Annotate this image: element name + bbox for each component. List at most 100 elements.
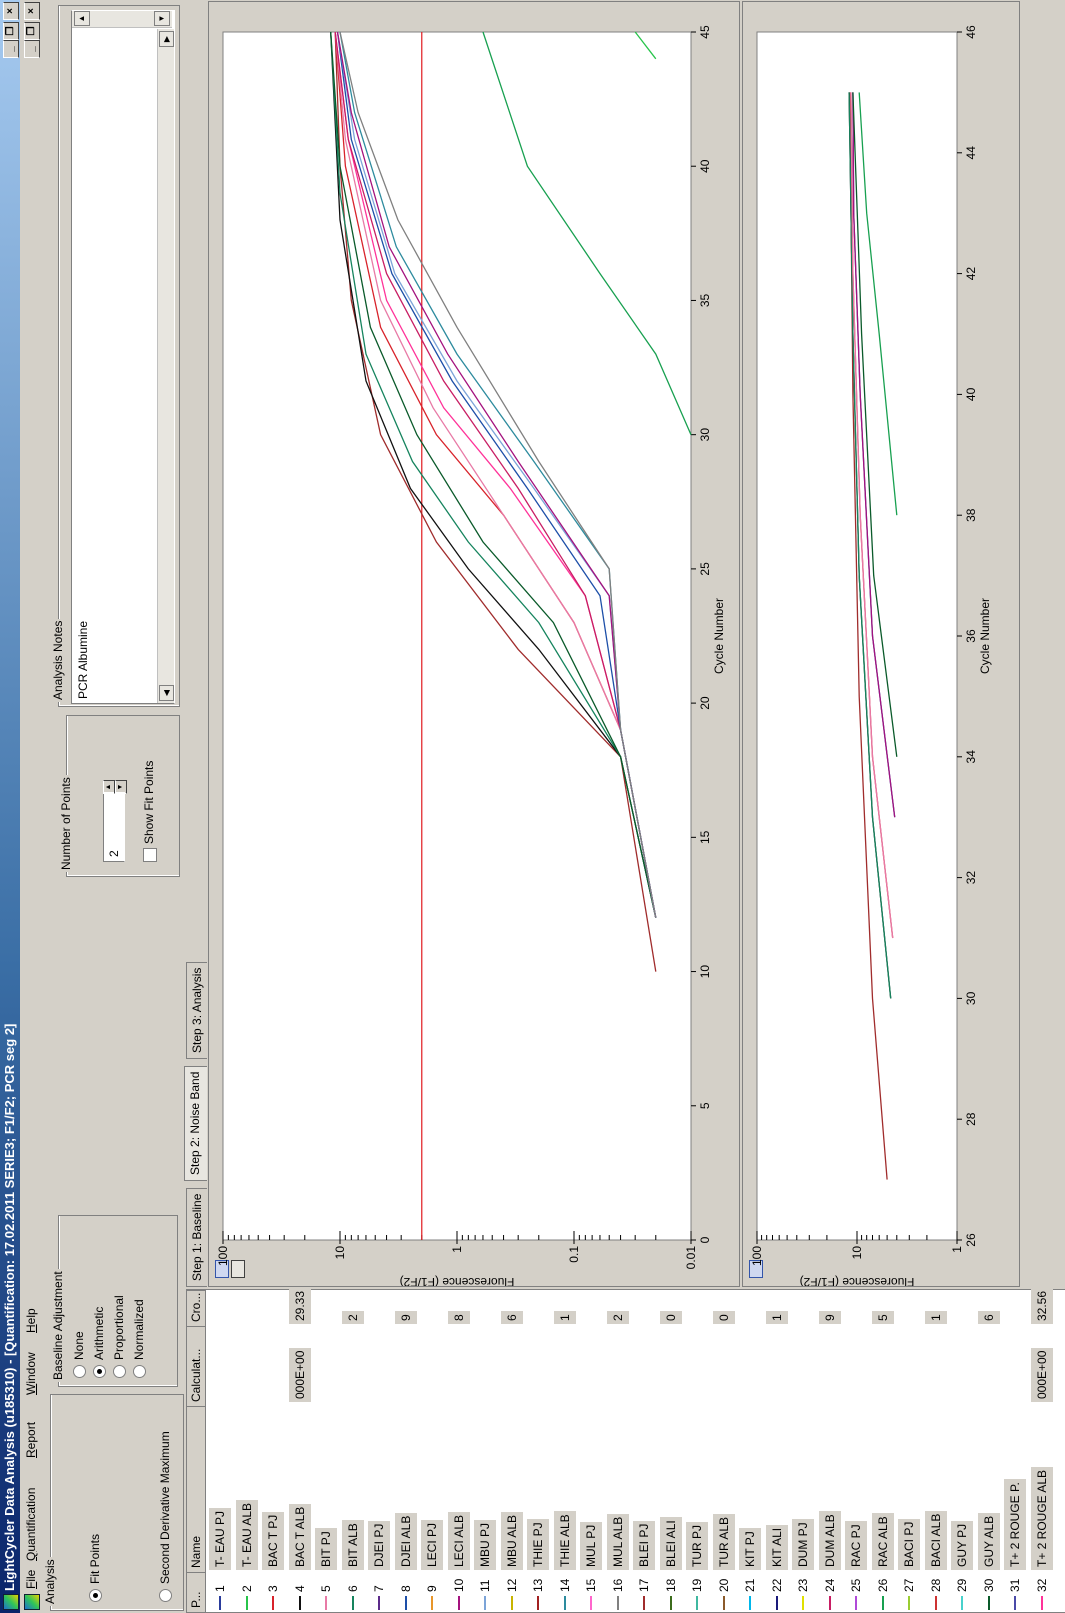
column-header-position[interactable]: P... (187, 1572, 205, 1612)
table-row[interactable]: 11 MBU PJ (474, 1296, 496, 1612)
table-row[interactable]: 23 DUM PJ (792, 1296, 814, 1612)
x-tick-label: 30 (964, 991, 978, 1005)
row-name: BLEI ALI (659, 1517, 682, 1570)
table-row[interactable]: 8 DJEI ALB 9 (394, 1296, 417, 1612)
table-row[interactable]: 18 BLEI ALI 0 (659, 1296, 682, 1612)
row-position: 11 (478, 1579, 492, 1592)
tab-noise-band[interactable]: Step 2: Noise Band (184, 1065, 207, 1181)
child-close-button[interactable]: × (24, 2, 40, 20)
analysis-notes-text: PCR Albumine (76, 620, 90, 699)
baseline-proportional-radio[interactable] (113, 1365, 126, 1378)
table-row[interactable]: 7 DJEI PJ (368, 1296, 390, 1612)
row-color-swatch (987, 1596, 990, 1610)
table-row[interactable]: 19 TUR PJ (686, 1296, 708, 1612)
row-name: BLEI PJ (633, 1520, 655, 1570)
y-tick-label: 0.1 (567, 1246, 581, 1263)
table-row[interactable]: 25 RAC PJ (845, 1296, 867, 1612)
row-color-swatch (1040, 1596, 1043, 1610)
table-row[interactable]: 30 GUY ALB 6 (977, 1296, 1000, 1612)
baseline-label: Baseline Adjustment (51, 1269, 65, 1382)
column-header-calculated[interactable]: Calculat... (187, 1326, 205, 1406)
menu-file[interactable]: File (24, 1569, 38, 1589)
table-row[interactable]: 3 BAC T PJ (262, 1296, 284, 1612)
table-row[interactable]: 31 T+ 2 ROUGE P. (1004, 1296, 1026, 1612)
fit-points-radio[interactable] (89, 1589, 102, 1602)
table-row[interactable]: 2 T- EAU ALB (235, 1296, 258, 1612)
table-row[interactable]: 32 T+ 2 ROUGE ALB 000E+00 32.56 (1030, 1287, 1053, 1612)
spin-down-icon[interactable]: ▼ (115, 780, 127, 794)
row-name: BAC T PJ (262, 1511, 284, 1570)
baseline-normalized-radio[interactable] (133, 1365, 146, 1378)
menu-quantification[interactable]: Quantification (24, 1487, 38, 1561)
table-row[interactable]: 5 BIT PJ (315, 1296, 337, 1612)
number-of-points-spinner[interactable]: ▲ ▼ (103, 780, 127, 794)
table-row[interactable]: 28 BACI ALB 1 (924, 1296, 947, 1612)
table-row[interactable]: 1 T- EAU PJ (209, 1296, 231, 1612)
x-tick-label: 35 (698, 293, 712, 307)
baseline-none-radio[interactable] (73, 1365, 86, 1378)
vertical-scrollbar[interactable]: ▲ ▼ (72, 11, 172, 28)
minimize-button[interactable]: _ (3, 40, 19, 58)
scroll-left-icon[interactable]: ◀ (159, 685, 174, 701)
menu-window[interactable]: Window (24, 1352, 38, 1395)
menu-help[interactable]: Help (24, 1308, 38, 1333)
row-name: LECI ALB (447, 1511, 470, 1570)
number-of-points-input[interactable]: 2 (103, 792, 125, 862)
series-line (334, 31, 657, 919)
scroll-right-icon[interactable]: ▶ (159, 31, 174, 47)
table-row[interactable]: 29 GUY PJ (951, 1296, 973, 1612)
title-bar[interactable]: LightCycler Data Analysis (u185310) - [Q… (0, 0, 20, 1613)
table-row[interactable]: 27 BACI PJ (898, 1296, 920, 1612)
y-tick-label: 100 (750, 1246, 764, 1266)
table-row[interactable]: 9 LECI PJ (421, 1296, 443, 1612)
table-row[interactable]: 6 BIT ALB 2 (341, 1296, 364, 1612)
table-row[interactable]: 26 RAC ALB 5 (871, 1296, 894, 1612)
table-row[interactable]: 24 DUM ALB 9 (818, 1296, 841, 1612)
table-row[interactable]: 16 MUL ALB 2 (606, 1296, 629, 1612)
number-of-points-group: Number of Points 2 ▲ ▼ Show Fit Points (59, 715, 180, 877)
row-color-swatch (775, 1596, 778, 1610)
table-row[interactable]: 14 THIE ALB 1 (553, 1296, 576, 1612)
tab-baseline[interactable]: Step 1: Baseline (186, 1187, 207, 1287)
child-minimize-button[interactable]: _ (24, 40, 40, 58)
table-row[interactable]: 13 THIE PJ (527, 1296, 549, 1612)
table-row[interactable]: 17 BLEI PJ (633, 1296, 655, 1612)
app-icon (3, 1594, 19, 1610)
table-row[interactable]: 22 KIT ALI 1 (765, 1296, 788, 1612)
second-derivative-radio[interactable] (159, 1589, 172, 1602)
baseline-arithmetic-radio[interactable] (93, 1365, 106, 1378)
column-header-name[interactable]: Name (187, 1406, 205, 1572)
table-row[interactable]: 4 BAC T ALB 000E+00 29.33 (288, 1287, 311, 1612)
scroll-down-icon[interactable]: ▼ (154, 11, 170, 26)
row-position: 21 (743, 1578, 757, 1592)
x-axis-label: Cycle Number (712, 598, 726, 674)
child-restore-button[interactable]: ❐ (24, 22, 40, 40)
column-header-crossing[interactable]: Cro... (187, 1290, 205, 1326)
row-name: DJEI ALB (394, 1512, 417, 1570)
show-fit-points-checkbox[interactable] (143, 848, 157, 862)
restore-button[interactable]: ❐ (3, 22, 19, 40)
sample-grid: P... Name Calculat... Cro... 1 T- EAU PJ 2… (186, 1287, 1065, 1613)
scroll-up-icon[interactable]: ▲ (74, 11, 90, 26)
series-line (852, 92, 896, 818)
table-row[interactable]: 21 KIT PJ (739, 1296, 761, 1612)
table-row[interactable]: 10 LECI ALB 8 (447, 1296, 470, 1612)
spin-up-icon[interactable]: ▲ (103, 780, 115, 794)
row-name: DUM ALB (818, 1511, 841, 1570)
row-position: 1 (213, 1585, 227, 1592)
menu-report[interactable]: Report (24, 1421, 38, 1458)
table-row[interactable]: 12 MBU ALB 6 (500, 1296, 523, 1612)
row-position: 25 (849, 1578, 863, 1592)
baseline-proportional-label: Proportional (112, 1295, 126, 1360)
tab-analysis[interactable]: Step 3: Analysis (186, 961, 207, 1059)
horizontal-scrollbar[interactable]: ◀ ▶ (157, 29, 174, 703)
series-line (330, 31, 657, 919)
analysis-notes-textarea[interactable]: PCR Albumine ◀ ▶ ▲ ▼ (71, 10, 175, 704)
row-crossing-point: 5 (871, 1311, 894, 1324)
table-row[interactable]: 20 TUR ALB 0 (712, 1296, 735, 1612)
row-color-swatch (855, 1596, 857, 1610)
close-button[interactable]: × (3, 2, 19, 20)
table-row[interactable]: 15 MUL PJ (580, 1296, 602, 1612)
row-color-swatch (219, 1596, 221, 1610)
row-name: T- EAU PJ (209, 1507, 231, 1570)
